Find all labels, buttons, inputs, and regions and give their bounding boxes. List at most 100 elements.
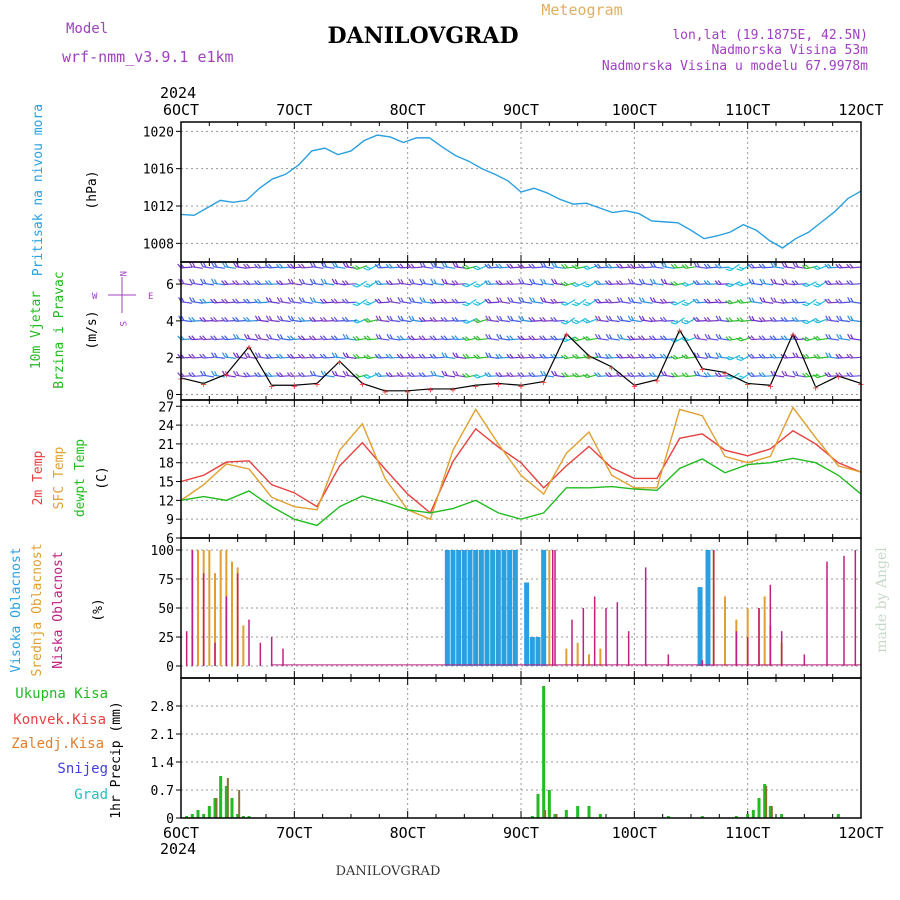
wind-barb-flag	[725, 284, 731, 288]
wind-barb	[529, 297, 543, 304]
wind-barb-shaft	[389, 356, 401, 359]
wind-barb-flag	[770, 297, 774, 303]
wind-barb-flag	[662, 353, 668, 359]
wind-barb-shaft	[411, 338, 423, 341]
wind-barb-flag	[748, 278, 752, 284]
wind-barb-flag	[761, 372, 766, 377]
total-precip-bar	[700, 816, 704, 818]
wind-barb-shaft	[696, 374, 708, 378]
wind-barb-flag	[341, 317, 346, 322]
wind-barb-flag	[275, 280, 281, 285]
wind-barb-flag	[396, 372, 401, 377]
wind-barb-shaft	[257, 356, 269, 360]
wind-barb-flag	[254, 263, 259, 269]
wind-barb	[419, 262, 434, 269]
wind-barb-flag	[422, 262, 426, 268]
wind-barb-flag	[641, 279, 646, 285]
wind-barb	[363, 280, 378, 288]
wind-barb-flag	[510, 315, 514, 321]
wind-barb-flag	[246, 280, 251, 285]
wind-barb-shaft	[488, 266, 500, 269]
wind-barb	[385, 263, 401, 269]
wind-barb-flag	[769, 335, 774, 341]
wind-barb-shaft	[784, 266, 796, 269]
wind-barb	[769, 316, 785, 322]
wind-barb-flag	[582, 354, 588, 359]
wind-barb-flag	[784, 279, 788, 285]
wind-barb	[418, 316, 434, 322]
wind-barb	[550, 335, 565, 341]
wind-barb-flag	[451, 317, 456, 322]
wind-barb-shaft	[674, 374, 686, 378]
wind-barb	[363, 354, 379, 360]
wind-barb-flag	[802, 354, 807, 359]
wind-barb-shaft	[433, 266, 445, 269]
wind-barb-flag	[452, 352, 456, 358]
wind-barb-shaft	[455, 283, 467, 286]
wind-side-label-1: 10m Vjetar	[29, 291, 44, 369]
wind-barb	[341, 316, 357, 322]
wind-barb-shaft	[246, 337, 258, 341]
wind-barb	[221, 316, 236, 322]
wind-barb	[254, 280, 269, 286]
wind-barb-flag	[640, 372, 646, 377]
wind-barb-shaft	[356, 337, 368, 341]
wind-barb-flag	[795, 262, 799, 268]
wind-barb-flag	[484, 263, 489, 269]
wind-barb-flag	[254, 333, 259, 339]
wind-barb	[188, 353, 203, 359]
low-cloud-bar	[803, 654, 806, 666]
wind-barb	[265, 315, 280, 323]
wind-barb	[692, 280, 708, 286]
wind-barb-flag	[396, 263, 401, 269]
wind-barb-flag	[597, 280, 602, 285]
high-cloud-bar	[507, 550, 513, 666]
wind-barb	[297, 372, 313, 378]
pressure-unit-label: (hPa)	[85, 170, 100, 209]
wind-barb-flag	[375, 333, 379, 339]
wind-barb-flag	[626, 353, 632, 359]
wind-barb-shaft	[433, 319, 445, 322]
y-tick-label: 1008	[143, 237, 174, 252]
wind-barb-flag	[638, 297, 643, 303]
wind-barb-flag	[243, 280, 248, 285]
wind-barb-shaft	[235, 301, 247, 304]
wind-barb-flag	[418, 353, 423, 359]
wind-barb	[649, 262, 664, 269]
wind-barb	[462, 372, 478, 378]
wind-barb-shaft	[411, 282, 423, 286]
wind-barb-flag	[704, 352, 709, 358]
high-cloud-bar	[456, 550, 462, 666]
wind-barb-flag	[663, 262, 668, 268]
y-tick-label: 2.8	[151, 700, 174, 715]
wind-barb-flag	[795, 371, 799, 377]
wind-barb-shaft	[312, 356, 324, 359]
y-tick-label: 2	[166, 352, 174, 367]
wind-barb-shaft	[213, 374, 225, 378]
wind-barb	[747, 353, 763, 359]
low-cloud-bar	[780, 631, 783, 666]
wind-barb-shaft	[312, 319, 324, 322]
wind-barb-flag	[246, 352, 251, 358]
wind-barb-flag	[539, 335, 544, 341]
wind-barb	[824, 263, 840, 269]
wind-barb-flag	[374, 298, 379, 304]
wind-barb	[496, 297, 511, 304]
wind-barb-flag	[825, 315, 829, 321]
wind-barb-shaft	[466, 356, 478, 359]
wind-barb-shaft	[531, 266, 543, 269]
wind-barb-flag	[605, 353, 610, 359]
wind-barb-flag	[627, 315, 632, 321]
wind-barb-flag	[616, 333, 621, 339]
wind-barb	[286, 353, 302, 359]
wind-barb-flag	[213, 371, 218, 377]
wind-barb-flag	[725, 268, 731, 272]
wind-barb-flag	[597, 315, 602, 321]
wind-barb	[374, 280, 390, 286]
wind-barb-shaft	[400, 338, 412, 341]
wind-barb-shaft	[235, 319, 247, 322]
wind-barb-shaft	[213, 356, 225, 360]
wind-barb	[429, 335, 445, 341]
wind-barb-shaft	[268, 283, 280, 286]
